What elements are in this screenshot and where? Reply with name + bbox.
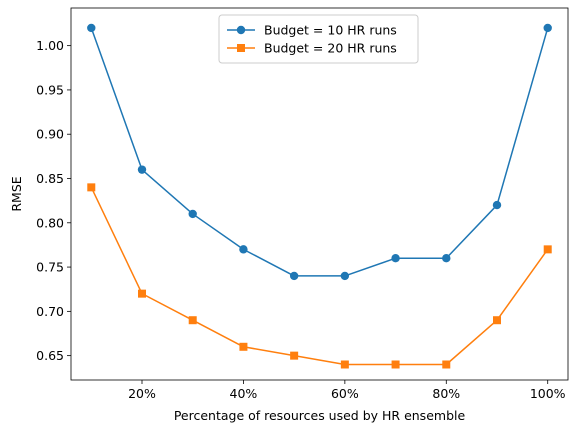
y-tick-label: 0.90: [36, 127, 64, 142]
data-point: [493, 316, 501, 325]
x-tick-label: 40%: [230, 386, 258, 401]
legend-marker-series-1: [237, 44, 245, 52]
data-point: [188, 209, 197, 219]
data-point: [87, 183, 96, 192]
legend: Budget = 10 HR runs Budget = 20 HR runs: [218, 14, 419, 64]
y-axis: 0.65 0.70 0.75 0.80 0.85 0.90 0.95 1.00: [36, 38, 71, 363]
series-0: [87, 23, 552, 281]
series-line: [90, 27, 549, 277]
data-point: [543, 23, 552, 33]
data-point: [137, 165, 147, 174]
legend-label-series-1: Budget = 20 HR runs: [264, 41, 397, 56]
legend-label-series-0: Budget = 10 HR runs: [264, 23, 397, 38]
data-point: [391, 360, 400, 369]
data-point: [289, 271, 299, 281]
y-axis-title: RMSE: [9, 176, 24, 211]
plot-area: [70, 7, 569, 381]
y-tick-label: 0.80: [36, 215, 64, 230]
y-tick-label: 0.85: [36, 171, 64, 186]
series-1: [87, 183, 552, 369]
data-point: [340, 360, 349, 369]
data-point: [239, 342, 248, 351]
data-point: [188, 316, 197, 325]
data-point: [138, 289, 146, 298]
y-tick-label: 0.65: [36, 348, 64, 363]
series-line: [90, 187, 549, 366]
y-tick-label: 0.95: [36, 82, 64, 97]
x-axis: 20% 40% 60% 80% 100%: [128, 380, 566, 401]
legend-marker-series-0: [236, 25, 246, 35]
x-tick-label: 80%: [432, 386, 460, 401]
data-point: [239, 245, 248, 254]
series-layer: [87, 23, 552, 369]
legend-box: [218, 14, 419, 64]
data-point: [391, 254, 400, 263]
x-tick-label: 60%: [331, 386, 359, 401]
data-point: [543, 245, 552, 254]
data-point: [290, 351, 299, 360]
data-point: [340, 271, 350, 281]
data-point: [442, 360, 451, 369]
x-tick-label: 20%: [128, 386, 156, 401]
y-tick-label: 0.75: [36, 260, 64, 275]
data-point: [442, 254, 451, 263]
x-axis-title: Percentage of resources used by HR ensem…: [174, 408, 466, 423]
data-point: [492, 200, 502, 210]
y-tick-label: 0.70: [36, 304, 64, 319]
x-tick-label: 100%: [530, 386, 566, 401]
y-tick-label: 1.00: [36, 38, 64, 53]
data-point: [87, 23, 96, 33]
